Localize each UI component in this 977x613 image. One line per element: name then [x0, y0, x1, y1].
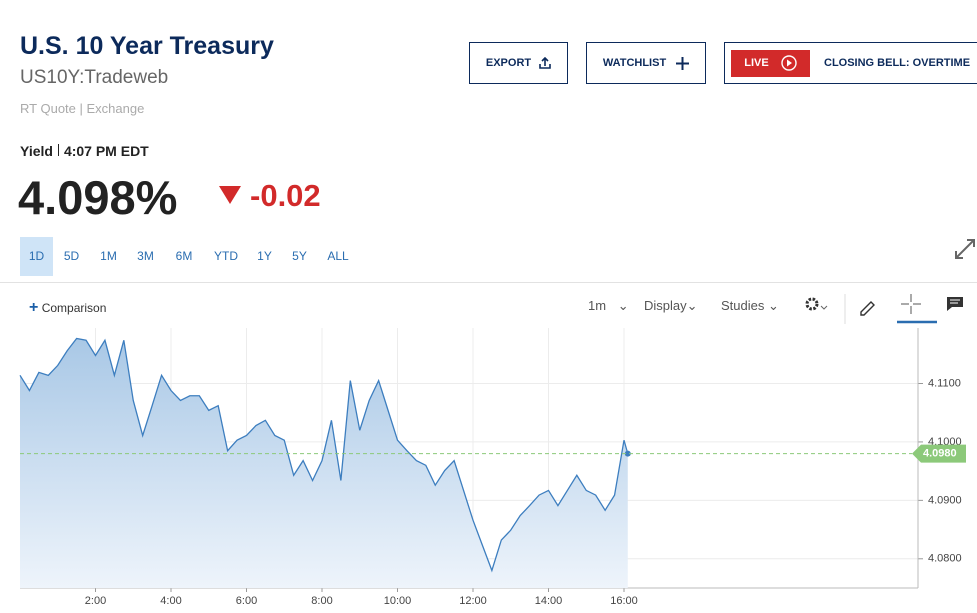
comparison-button[interactable]: + Comparison [29, 299, 107, 316]
y-tick-label: 4.0900 [928, 494, 962, 506]
quote-label: Yield [20, 143, 53, 159]
watchlist-label: WATCHLIST [602, 57, 667, 69]
x-tick-label: 12:00 [459, 595, 487, 607]
live-show: CLOSING BELL: OVERTIME [824, 57, 971, 69]
quote-time: 4:07 PM EDT [63, 143, 149, 159]
watchlist-button[interactable]: WATCHLIST [586, 42, 706, 84]
range-tab[interactable]: 3M [137, 249, 154, 263]
x-tick-label: 14:00 [535, 595, 563, 607]
display-label: Display [644, 298, 687, 313]
last-value-label: 4.0980 [923, 448, 957, 460]
range-tab[interactable]: 1M [100, 249, 117, 263]
export-label: EXPORT [485, 57, 532, 69]
down-arrow [219, 186, 241, 204]
x-tick-label: 16:00 [610, 595, 638, 607]
area-fill [20, 338, 628, 588]
interval-button[interactable]: 1m ⌄ [588, 298, 629, 313]
x-tick-label: 8:00 [311, 595, 332, 607]
y-tick-label: 4.1100 [928, 377, 961, 389]
y-tick-label: 4.0800 [928, 553, 962, 565]
range-tab[interactable]: YTD [214, 249, 238, 263]
studies-label: Studies [721, 298, 765, 313]
symbol: US10Y:Tradeweb [20, 67, 169, 88]
live-label: LIVE [744, 57, 769, 69]
range-tab[interactable]: 1D [20, 237, 53, 276]
play-icon [781, 55, 797, 71]
quote-source: RT Quote | Exchange [20, 101, 145, 116]
last-value-badge [912, 444, 966, 463]
quote-change: -0.02 [250, 178, 321, 213]
live-pill: LIVE [731, 49, 810, 77]
range-tab[interactable]: ALL [327, 249, 349, 263]
export-button[interactable]: EXPORT [469, 42, 568, 84]
range-tab[interactable]: 5D [63, 249, 80, 263]
range-tab[interactable]: 5Y [292, 249, 307, 263]
export-icon [539, 57, 551, 69]
range-tab[interactable]: 6M [175, 249, 193, 263]
display-button[interactable]: Display⌄ [644, 298, 698, 313]
x-tick-label: 10:00 [384, 595, 412, 607]
comparison-label: Comparison [41, 301, 107, 315]
interval-label: 1m [588, 298, 607, 313]
x-tick-label: 6:00 [236, 595, 257, 607]
range-tab[interactable]: 1Y [257, 249, 272, 263]
expand-icon[interactable] [954, 236, 976, 260]
studies-button[interactable]: Studies ⌄ [721, 298, 779, 313]
x-tick-label: 2:00 [85, 595, 106, 607]
title: U.S. 10 Year Treasury [20, 32, 274, 60]
live-button[interactable]: LIVE CLOSING BELL: OVERTIME [724, 42, 977, 84]
toolbar-icons[interactable] [803, 294, 977, 324]
x-tick-label: 4:00 [160, 595, 181, 607]
quote-value: 4.098% [18, 171, 178, 224]
line [19, 337, 629, 573]
plus-icon [676, 56, 690, 70]
last-point [624, 450, 631, 457]
